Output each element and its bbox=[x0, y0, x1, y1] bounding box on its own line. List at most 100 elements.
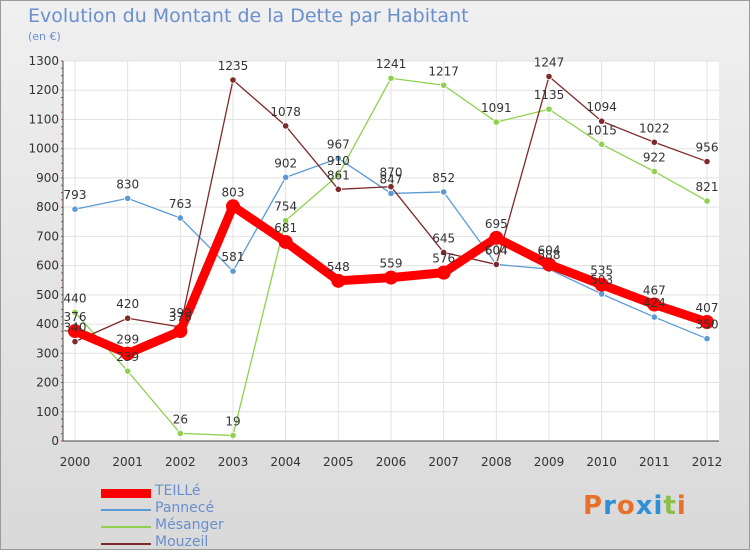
logo-letter: i bbox=[653, 491, 664, 521]
data-point bbox=[229, 76, 237, 84]
logo-letter: i bbox=[676, 491, 687, 521]
y-tick-label: 900 bbox=[36, 171, 59, 185]
logo-letter: r bbox=[603, 491, 617, 521]
data-point bbox=[384, 270, 398, 285]
x-tick-label: 2003 bbox=[218, 455, 249, 469]
data-point bbox=[334, 185, 342, 193]
data-label: 588 bbox=[538, 248, 561, 262]
data-point bbox=[492, 260, 500, 269]
data-point bbox=[226, 199, 240, 214]
data-point bbox=[387, 183, 395, 191]
x-tick-label: 2001 bbox=[112, 455, 143, 469]
x-tick-label: 2012 bbox=[692, 455, 723, 469]
data-label: 1015 bbox=[586, 123, 617, 137]
data-point bbox=[542, 257, 556, 272]
data-label: 967 bbox=[327, 137, 350, 151]
data-label: 26 bbox=[173, 412, 188, 426]
data-point bbox=[545, 105, 553, 113]
y-tick-label: 1000 bbox=[28, 142, 59, 156]
x-tick-label: 2004 bbox=[270, 455, 301, 469]
data-label: 870 bbox=[380, 166, 403, 180]
data-label: 604 bbox=[485, 243, 508, 257]
data-label: 763 bbox=[169, 197, 192, 211]
legend-label: Mouzeil bbox=[155, 534, 209, 550]
legend-swatch bbox=[101, 543, 151, 545]
y-tick-label: 0 bbox=[51, 434, 59, 448]
y-tick-label: 400 bbox=[36, 317, 59, 331]
chart-title: Evolution du Montant de la Dette par Hab… bbox=[28, 5, 469, 27]
legend-item: Mouzeil bbox=[101, 534, 301, 550]
data-point bbox=[489, 230, 504, 245]
y-tick-label: 200 bbox=[36, 376, 59, 390]
x-tick-label: 2000 bbox=[60, 455, 91, 469]
y-tick-label: 800 bbox=[36, 200, 59, 214]
data-label: 910 bbox=[327, 154, 350, 168]
data-label: 861 bbox=[327, 168, 350, 182]
data-label: 754 bbox=[274, 200, 297, 214]
y-tick-label: 300 bbox=[36, 346, 59, 360]
data-point bbox=[700, 315, 714, 330]
data-label: 1235 bbox=[218, 59, 249, 73]
legend-swatch bbox=[101, 526, 151, 528]
y-tick-label: 600 bbox=[36, 259, 59, 273]
data-label: 407 bbox=[696, 301, 719, 315]
data-point bbox=[124, 194, 132, 202]
legend-label: Pannecé bbox=[155, 500, 215, 516]
legend-item: TEILLé bbox=[101, 483, 301, 499]
data-point bbox=[545, 72, 553, 81]
data-label: 847 bbox=[380, 172, 403, 186]
data-point bbox=[71, 205, 79, 213]
data-point bbox=[124, 314, 132, 322]
data-point bbox=[282, 217, 290, 225]
data-label: 803 bbox=[222, 185, 245, 199]
data-label: 581 bbox=[222, 250, 245, 264]
data-label: 420 bbox=[116, 297, 139, 311]
y-tick-label: 1200 bbox=[28, 83, 59, 97]
data-label: 548 bbox=[327, 260, 350, 274]
y-tick-label: 100 bbox=[36, 405, 59, 419]
data-label: 852 bbox=[432, 171, 455, 185]
data-label: 467 bbox=[643, 283, 666, 297]
data-label: 535 bbox=[590, 264, 613, 278]
data-label: 350 bbox=[696, 318, 719, 332]
data-label: 576 bbox=[432, 252, 455, 266]
data-point bbox=[598, 290, 606, 298]
data-point bbox=[598, 140, 606, 148]
data-label: 1078 bbox=[270, 105, 301, 119]
data-label: 440 bbox=[64, 291, 87, 305]
legend-swatch bbox=[101, 509, 151, 511]
data-label: 922 bbox=[643, 150, 666, 164]
data-label: 793 bbox=[64, 188, 87, 202]
chart-unit: (en €) bbox=[28, 30, 61, 43]
logo-letter: x bbox=[635, 491, 654, 521]
data-point bbox=[176, 214, 184, 222]
data-point bbox=[334, 154, 342, 162]
x-tick-label: 2010 bbox=[586, 455, 617, 469]
data-point bbox=[334, 171, 342, 179]
data-label: 1217 bbox=[428, 64, 459, 78]
x-tick-label: 2007 bbox=[428, 455, 459, 469]
data-point bbox=[278, 234, 293, 249]
legend-label: TEILLé bbox=[155, 483, 201, 499]
logo-letter: P bbox=[583, 491, 604, 521]
data-point bbox=[650, 167, 658, 176]
data-label: 604 bbox=[538, 243, 561, 257]
data-point bbox=[492, 118, 500, 126]
data-label: 695 bbox=[485, 217, 508, 231]
data-label: 239 bbox=[116, 350, 139, 364]
y-tick-label: 500 bbox=[36, 288, 59, 302]
data-point bbox=[598, 117, 606, 125]
data-label: 830 bbox=[116, 177, 139, 191]
data-point bbox=[229, 431, 237, 440]
legend-swatch bbox=[101, 489, 151, 498]
data-point bbox=[229, 267, 237, 275]
data-point bbox=[650, 138, 658, 146]
data-label: 376 bbox=[64, 310, 87, 324]
data-label: 956 bbox=[696, 141, 719, 155]
data-point bbox=[282, 173, 290, 181]
x-tick-label: 2009 bbox=[534, 455, 565, 469]
x-tick-label: 2006 bbox=[376, 455, 407, 469]
data-label: 1135 bbox=[534, 88, 565, 102]
